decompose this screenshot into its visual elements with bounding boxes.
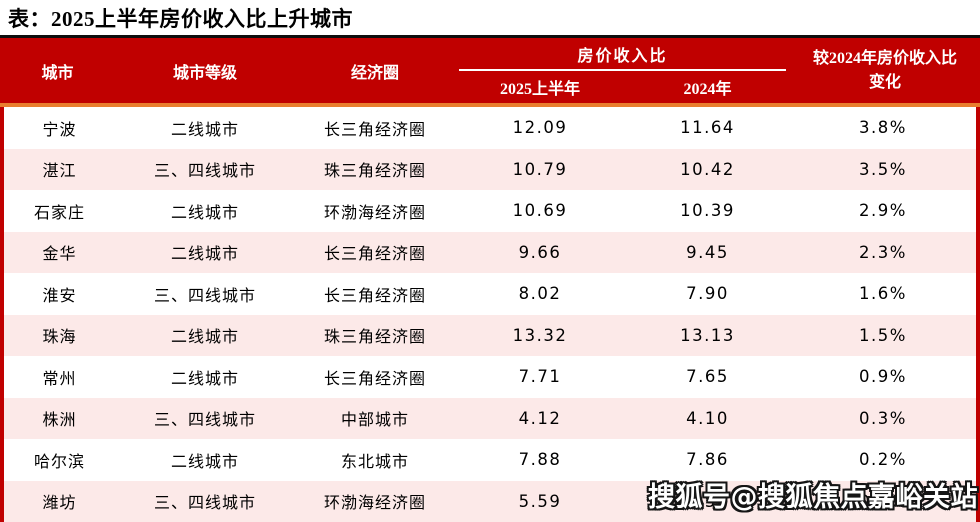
cell-region: 长三角经济圈 <box>323 121 426 139</box>
cell-tier: 三、四线城市 <box>153 163 256 181</box>
cell-tier: 三、四线城市 <box>153 287 256 305</box>
cell-ratio-2025h1: 7.88 <box>518 450 562 470</box>
cell-change: 3.5% <box>859 159 907 179</box>
cell-city: 石家庄 <box>33 204 85 222</box>
col-header-city: 城市 <box>41 64 74 82</box>
col-header-ratio-2024: 2024年 <box>683 81 732 98</box>
cell-ratio-2024: 10.42 <box>680 159 735 179</box>
cell-tier: 二线城市 <box>170 204 239 222</box>
cell-ratio-2024: 7.90 <box>686 284 729 304</box>
cell-region: 珠三角经济圈 <box>323 163 426 181</box>
watermark: 搜狐号@搜狐焦点嘉峪关站 <box>648 482 978 513</box>
cell-change: 2.9% <box>859 201 907 221</box>
cell-region: 长三角经济圈 <box>323 246 426 264</box>
table-row: 湛江 三、四线城市 珠三角经济圈 10.79 10.42 3.5% <box>4 148 976 190</box>
table-header: 城市 城市等级 经济圈 房价收入比 2025上半年 2024年 较2024年房价… <box>0 35 980 107</box>
table-row: 潍坊 三、四线城市 环渤海经济圈 5.59 5.58 0.2% <box>4 480 976 522</box>
cell-ratio-2025h1: 9.66 <box>518 242 562 262</box>
cell-ratio-2024: 13.13 <box>680 325 735 345</box>
cell-ratio-2024: 4.10 <box>686 408 729 428</box>
col-header-ratio-2025h1: 2025上半年 <box>499 81 580 98</box>
cell-city: 潍坊 <box>42 495 77 513</box>
cell-region: 环渤海经济圈 <box>323 495 426 513</box>
cell-tier: 三、四线城市 <box>153 412 256 430</box>
col-header-change-label: 较2024年房价收入比变化 <box>812 50 957 91</box>
table-row: 金华 二线城市 长三角经济圈 9.66 9.45 2.3% <box>4 231 976 273</box>
cell-region: 中部城市 <box>340 412 409 430</box>
cell-region: 珠三角经济圈 <box>323 329 426 347</box>
cell-tier: 三、四线城市 <box>153 495 256 513</box>
table-row: 宁波 二线城市 长三角经济圈 12.09 11.64 3.8% <box>4 107 976 149</box>
table-row: 淮安 三、四线城市 长三角经济圈 8.02 7.90 1.6% <box>4 273 976 315</box>
cell-tier: 二线城市 <box>170 121 239 139</box>
cell-change: 3.8% <box>859 118 907 138</box>
cell-change: 1.6% <box>859 284 907 304</box>
table-row: 常州 二线城市 长三角经济圈 7.71 7.65 0.9% <box>4 356 976 398</box>
cell-ratio-2024: 7.86 <box>686 450 729 470</box>
cell-ratio-2025h1: 13.32 <box>512 325 568 345</box>
data-table: 城市 城市等级 经济圈 房价收入比 2025上半年 2024年 较2024年房价… <box>0 35 980 522</box>
cell-change: 0.2% <box>859 491 907 511</box>
col-header-tier: 城市等级 <box>172 64 237 82</box>
cell-change: 2.3% <box>859 242 907 262</box>
cell-ratio-2025h1: 7.71 <box>518 367 562 387</box>
table-body: 宁波 二线城市 长三角经济圈 12.09 11.64 3.8% 湛江 三、四线城… <box>0 107 980 522</box>
cell-city: 常州 <box>42 370 77 388</box>
table-row: 哈尔滨 二线城市 东北城市 7.88 7.86 0.2% <box>4 439 976 481</box>
table-row: 株洲 三、四线城市 中部城市 4.12 4.10 0.3% <box>4 397 976 439</box>
cell-city: 淮安 <box>42 287 77 305</box>
cell-ratio-2025h1: 4.12 <box>518 408 562 428</box>
cell-region: 长三角经济圈 <box>323 370 426 388</box>
cell-city: 宁波 <box>42 121 77 139</box>
cell-tier: 二线城市 <box>170 370 239 388</box>
cell-ratio-2024: 10.39 <box>680 201 735 221</box>
cell-tier: 二线城市 <box>170 329 239 347</box>
col-header-region: 经济圈 <box>350 64 399 82</box>
cell-tier: 二线城市 <box>170 453 239 471</box>
cell-city: 湛江 <box>42 163 77 181</box>
cell-ratio-2024: 7.65 <box>686 367 729 387</box>
cell-city: 金华 <box>42 246 77 264</box>
cell-change: 0.2% <box>859 450 907 470</box>
cell-change: 1.5% <box>859 325 907 345</box>
cell-ratio-2025h1: 10.69 <box>512 201 568 221</box>
cell-city: 哈尔滨 <box>33 453 85 471</box>
cell-ratio-2025h1: 5.59 <box>518 491 562 511</box>
table-title: 表：2025上半年房价收入比上升城市 <box>8 6 353 31</box>
cell-ratio-2025h1: 12.09 <box>512 118 568 138</box>
cell-ratio-2024: 9.45 <box>686 242 729 262</box>
cell-change: 0.9% <box>859 367 907 387</box>
cell-ratio-2024: 5.58 <box>686 491 729 511</box>
table-row: 石家庄 二线城市 环渤海经济圈 10.69 10.39 2.9% <box>4 190 976 232</box>
cell-ratio-2025h1: 10.79 <box>512 159 568 179</box>
col-header-change: 较2024年房价收入比变化 <box>790 38 980 103</box>
cell-region: 东北城市 <box>340 453 409 471</box>
cell-city: 株洲 <box>42 412 77 430</box>
cell-ratio-2025h1: 8.02 <box>518 284 562 304</box>
cell-city: 珠海 <box>42 329 77 347</box>
cell-tier: 二线城市 <box>170 246 239 264</box>
cell-ratio-2024: 11.64 <box>680 118 735 138</box>
cell-region: 长三角经济圈 <box>323 287 426 305</box>
col-header-ratio-group: 房价收入比 <box>459 38 786 71</box>
cell-change: 0.3% <box>859 408 907 428</box>
table-row: 珠海 二线城市 珠三角经济圈 13.32 13.13 1.5% <box>4 314 976 356</box>
cell-region: 环渤海经济圈 <box>323 204 426 222</box>
